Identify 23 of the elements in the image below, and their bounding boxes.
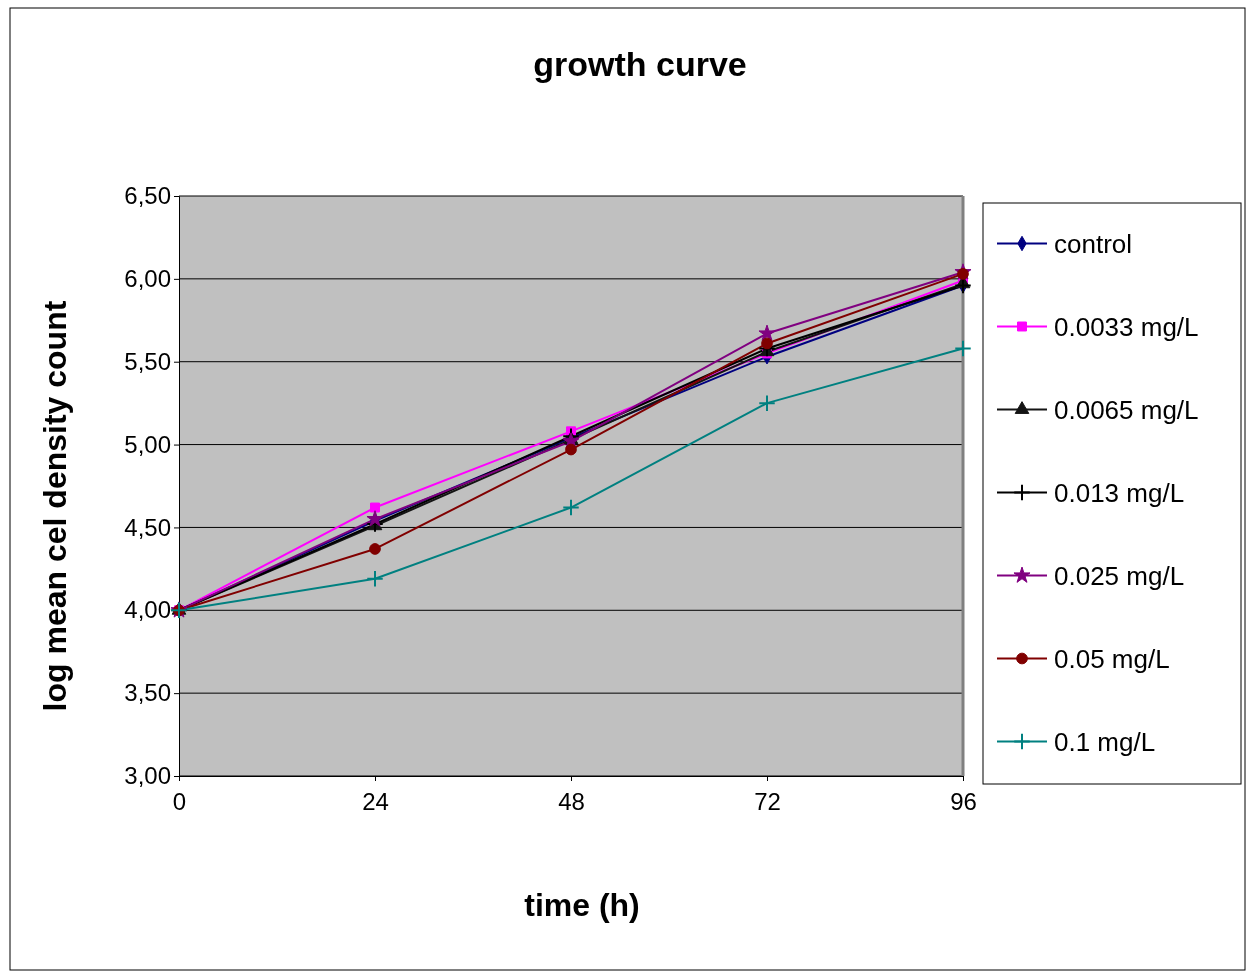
x-tick-label: 24 xyxy=(362,788,389,816)
y-tick-label: 6,00 xyxy=(124,265,171,293)
y-tick-label: 5,00 xyxy=(124,430,171,458)
chart-title: growth curve xyxy=(533,45,747,83)
legend-label: 0.05 mg/L xyxy=(1054,643,1170,674)
y-tick-label: 4,50 xyxy=(124,513,171,541)
legend-label: 0.0065 mg/L xyxy=(1054,394,1199,425)
y-tick-label: 3,50 xyxy=(124,679,171,707)
y-axis-title: log mean cel density count xyxy=(37,300,73,712)
x-axis-title: time (h) xyxy=(524,887,640,923)
x-tick-label: 48 xyxy=(558,788,585,816)
y-tick-label: 3,00 xyxy=(124,762,171,790)
legend-label: 0.1 mg/L xyxy=(1054,726,1156,757)
legend-label: 0.0033 mg/L xyxy=(1054,311,1199,342)
y-tick-label: 6,50 xyxy=(124,182,171,210)
x-tick-label: 72 xyxy=(754,788,781,816)
legend-label: control xyxy=(1054,228,1133,259)
y-tick-label: 5,50 xyxy=(124,347,171,375)
x-tick-label: 0 xyxy=(172,788,187,816)
y-tick-label: 4,00 xyxy=(124,596,171,624)
legend-label: 0.013 mg/L xyxy=(1054,477,1185,508)
legend-label: 0.025 mg/L xyxy=(1054,560,1185,591)
x-tick-label: 96 xyxy=(950,788,977,816)
